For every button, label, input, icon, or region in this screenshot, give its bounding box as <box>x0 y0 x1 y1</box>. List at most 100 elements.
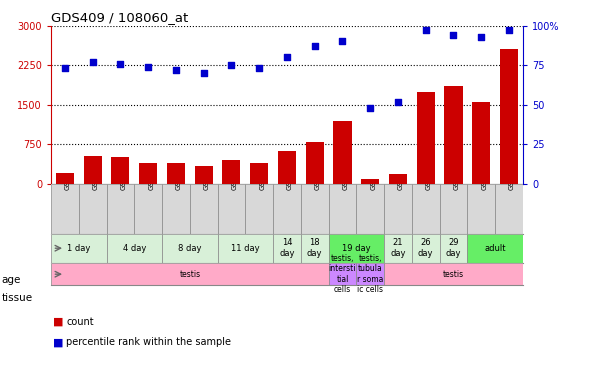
Point <box>227 62 236 68</box>
Text: percentile rank within the sample: percentile rank within the sample <box>66 337 231 347</box>
Bar <box>218 184 245 234</box>
Bar <box>51 234 106 263</box>
Point <box>393 98 403 104</box>
Text: age: age <box>2 275 21 285</box>
Bar <box>79 184 106 234</box>
Bar <box>329 263 356 285</box>
Text: GSM9902: GSM9902 <box>426 156 432 190</box>
Text: 18
day: 18 day <box>307 239 323 258</box>
Text: GSM9893: GSM9893 <box>287 156 293 190</box>
Bar <box>278 150 296 184</box>
Bar <box>356 184 384 234</box>
Bar <box>106 184 135 234</box>
Text: GSM9908: GSM9908 <box>481 156 487 190</box>
Text: GSM9899: GSM9899 <box>343 156 349 190</box>
Bar <box>472 102 490 184</box>
Bar <box>190 184 218 234</box>
Bar <box>384 184 412 234</box>
Text: testis: testis <box>179 270 200 279</box>
Text: 4 day: 4 day <box>123 244 146 253</box>
Bar <box>135 184 162 234</box>
Bar <box>356 263 384 285</box>
Text: 21
day: 21 day <box>390 239 406 258</box>
Text: GSM9866: GSM9866 <box>509 156 515 190</box>
Point <box>449 32 459 38</box>
Bar <box>412 234 439 263</box>
Bar <box>495 184 523 234</box>
Text: GSM9869: GSM9869 <box>65 156 71 190</box>
Bar <box>106 234 162 263</box>
Text: testis,
tubula
r soma
ic cells: testis, tubula r soma ic cells <box>357 254 383 294</box>
Bar <box>306 142 324 184</box>
Text: GSM9884: GSM9884 <box>204 156 210 190</box>
Text: testis: testis <box>443 270 464 279</box>
Bar <box>329 234 384 263</box>
Text: GSM9887: GSM9887 <box>231 156 237 190</box>
Text: GSM9905: GSM9905 <box>454 156 460 190</box>
Text: GSM9911: GSM9911 <box>370 156 376 190</box>
Bar <box>439 184 468 234</box>
Bar <box>162 184 190 234</box>
Text: ■: ■ <box>53 337 63 347</box>
Bar <box>439 234 468 263</box>
Bar <box>389 174 407 184</box>
Text: GSM9875: GSM9875 <box>120 156 126 190</box>
Text: GSM9872: GSM9872 <box>93 156 99 190</box>
Bar <box>222 160 240 184</box>
Text: adult: adult <box>484 244 506 253</box>
Text: GSM9896: GSM9896 <box>315 156 321 190</box>
Bar <box>384 234 412 263</box>
Point <box>144 64 153 70</box>
Bar <box>139 163 157 184</box>
Bar <box>167 163 185 184</box>
Text: 14
day: 14 day <box>279 239 294 258</box>
Point <box>171 67 181 73</box>
Text: 29
day: 29 day <box>446 239 461 258</box>
Text: GSM9890: GSM9890 <box>259 156 265 190</box>
Bar <box>162 234 218 263</box>
Point <box>60 66 70 71</box>
Text: count: count <box>66 317 94 327</box>
Bar <box>334 120 352 184</box>
Bar <box>361 179 379 184</box>
Bar <box>51 184 79 234</box>
Bar <box>273 234 301 263</box>
Text: 8 day: 8 day <box>178 244 201 253</box>
Point <box>421 27 430 33</box>
Bar <box>218 234 273 263</box>
Point <box>338 38 347 44</box>
Bar <box>301 184 329 234</box>
Bar <box>384 263 523 285</box>
Point <box>504 27 514 33</box>
Text: GSM9914: GSM9914 <box>398 156 404 190</box>
Bar <box>301 234 329 263</box>
Text: GSM9878: GSM9878 <box>148 156 154 190</box>
Point <box>282 54 292 60</box>
Text: GSM9881: GSM9881 <box>176 156 182 190</box>
Bar <box>250 163 268 184</box>
Point <box>88 59 97 65</box>
Point <box>115 61 125 67</box>
Bar <box>273 184 301 234</box>
Text: 1 day: 1 day <box>67 244 91 253</box>
Text: tissue: tissue <box>2 293 33 303</box>
Text: 11 day: 11 day <box>231 244 260 253</box>
Bar <box>329 184 356 234</box>
Text: 19 day: 19 day <box>342 244 371 253</box>
Bar <box>56 173 74 184</box>
Bar <box>111 157 129 184</box>
Bar <box>468 234 523 263</box>
Bar <box>84 156 102 184</box>
Point <box>477 34 486 40</box>
Point <box>310 43 320 49</box>
Text: GDS409 / 108060_at: GDS409 / 108060_at <box>51 11 188 25</box>
Text: ■: ■ <box>53 317 63 327</box>
Bar <box>500 49 518 184</box>
Bar <box>412 184 439 234</box>
Bar <box>195 167 213 184</box>
Point <box>254 66 264 71</box>
Text: 26
day: 26 day <box>418 239 433 258</box>
Bar <box>416 92 435 184</box>
Point <box>199 70 209 76</box>
Bar <box>51 263 329 285</box>
